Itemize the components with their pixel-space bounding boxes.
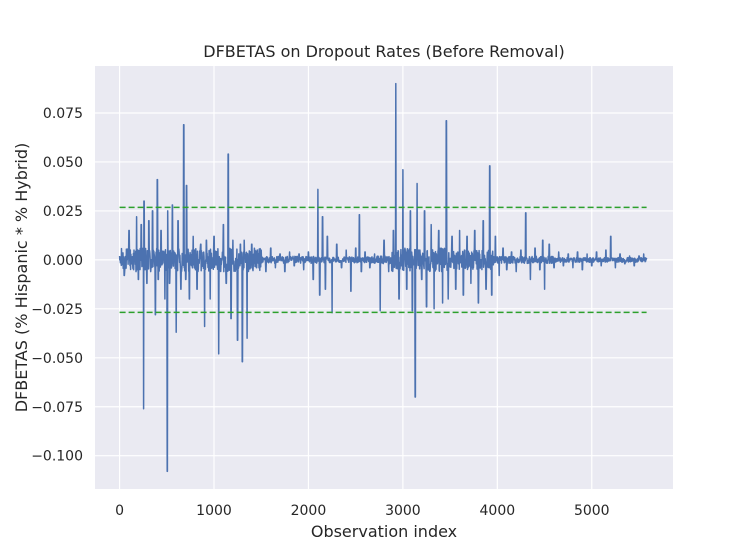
chart-title: DFBETAS on Dropout Rates (Before Removal… xyxy=(203,42,564,61)
x-tick-label: 4000 xyxy=(480,503,516,519)
y-axis-ticks: 0.075 0.050 0.025 0.000 −0.025 −0.050 −0.075 −0… xyxy=(31,106,83,465)
y-axis-title: DFBETAS (% Hispanic * % Hybrid) xyxy=(12,143,31,413)
plot-background xyxy=(95,66,673,489)
y-tick-label: −0.025 xyxy=(31,302,83,318)
series-line xyxy=(118,82,648,473)
y-tick-label: 0.025 xyxy=(43,204,83,220)
y-tick-label: −0.050 xyxy=(31,351,83,367)
x-tick-label: 1000 xyxy=(196,503,232,519)
x-tick-label: 5000 xyxy=(574,503,610,519)
y-tick-label: −0.075 xyxy=(31,400,83,416)
x-tick-label: 0 xyxy=(115,503,124,519)
y-tick-label: 0.000 xyxy=(43,253,83,269)
series-layer xyxy=(118,82,648,473)
y-tick-label: 0.075 xyxy=(43,106,83,122)
x-axis-title: Observation index xyxy=(311,522,457,541)
x-axis-ticks: 0 1000 2000 3000 4000 5000 xyxy=(115,503,610,519)
y-tick-label: −0.100 xyxy=(31,449,83,465)
y-tick-label: 0.050 xyxy=(43,155,83,171)
x-tick-label: 2000 xyxy=(291,503,327,519)
x-tick-label: 3000 xyxy=(385,503,421,519)
